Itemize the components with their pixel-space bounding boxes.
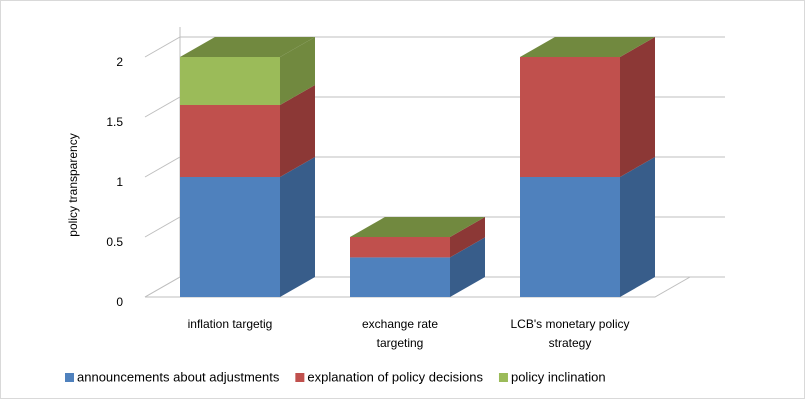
bar-segment [180, 177, 280, 297]
x-tick-label-line: targeting [377, 336, 424, 350]
x-tick-label: LCB's monetary policy strategy [510, 317, 629, 350]
bar-segment [180, 57, 280, 105]
legend-label: policy inclination [511, 369, 606, 384]
bar-top [350, 217, 485, 237]
bar-segment [180, 105, 280, 177]
bar-segment [350, 237, 450, 258]
legend-swatch [295, 373, 305, 382]
bar-segment [520, 177, 620, 297]
legend-label: explanation of policy decisions [307, 369, 483, 384]
bar-side [620, 157, 655, 297]
x-tick-label-line: inflation targetig [188, 317, 273, 331]
y-tick-label: 0 [116, 295, 123, 309]
y-tick-label: 2 [116, 55, 123, 69]
bar-top [520, 37, 655, 57]
bar-side [450, 237, 485, 297]
y-tick-label: 0.5 [106, 235, 123, 249]
y-tick-label: 1 [116, 175, 123, 189]
x-tick-label-line: LCB's monetary policy [510, 317, 629, 331]
legend-swatch [65, 373, 74, 382]
legend-label: announcements about adjustments [77, 369, 280, 384]
bar-segment [520, 57, 620, 177]
y-tick-label: 1.5 [106, 115, 123, 129]
grid-line [144, 36, 725, 58]
bar-top [180, 37, 315, 57]
bar-side [280, 37, 315, 105]
y-axis-title: policy transparency [66, 133, 80, 236]
x-tick-label-line: strategy [549, 336, 592, 350]
x-tick-label: inflation targetig [188, 317, 273, 331]
x-tick-label-line: exchange rate [362, 317, 438, 331]
bar-segment [350, 257, 450, 297]
bar-side [280, 85, 315, 177]
legend-swatch [498, 373, 508, 382]
bar-side [620, 37, 655, 177]
x-tick-label: exchange rate targeting [362, 317, 438, 350]
bar-side [280, 157, 315, 297]
bar-side [450, 217, 485, 258]
